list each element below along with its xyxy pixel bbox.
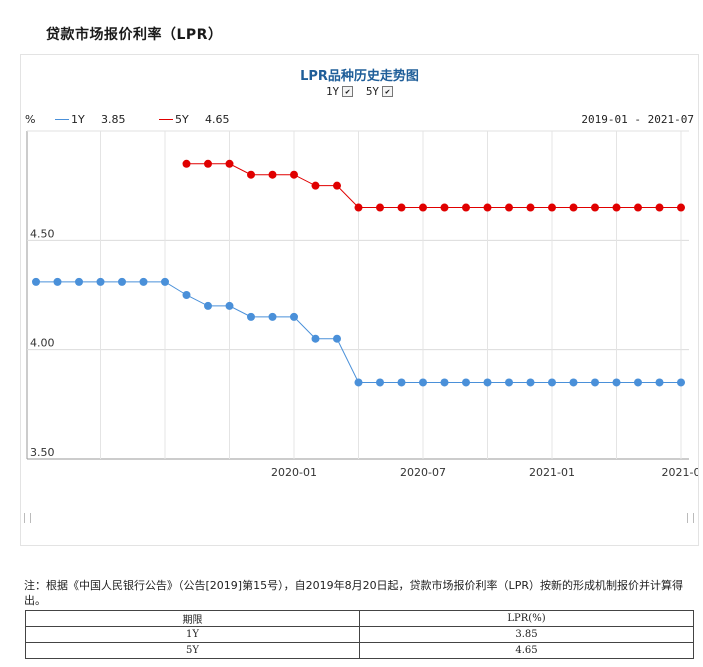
data-point-1y	[397, 378, 406, 387]
data-point-5y	[225, 159, 234, 168]
table-header-term: 期限	[25, 610, 360, 627]
legend-swatch-5y	[159, 119, 173, 120]
legend-unit: %	[25, 113, 36, 126]
table-cell-term: 1Y	[25, 626, 360, 643]
data-point-5y	[548, 203, 556, 212]
data-point-1y	[612, 378, 621, 387]
data-point-1y	[677, 378, 685, 387]
data-point-1y	[440, 378, 449, 387]
data-point-1y	[655, 378, 664, 387]
data-point-5y	[204, 159, 212, 168]
table-cell-rate: 3.85	[359, 626, 694, 643]
lpr-table: 期限 LPR(%) 1Y 3.85 5Y 4.65	[25, 610, 694, 659]
data-point-1y	[75, 277, 83, 286]
data-point-1y	[53, 277, 62, 286]
data-point-5y	[612, 203, 621, 212]
data-point-1y	[161, 277, 169, 286]
toggle-1y-checkbox[interactable]: ✔	[342, 86, 354, 97]
toggle-1y-label: 1Y	[325, 84, 340, 98]
series-toggles: 1Y ✔ 5Y ✔	[21, 84, 698, 98]
chart-panel: LPR品种历史走势图 1Y ✔ 5Y ✔ % 1Y 3.85 5Y 4.65 201…	[20, 54, 699, 546]
data-point-1y	[182, 291, 191, 299]
chart-title: LPR品种历史走势图	[300, 69, 419, 84]
legend-name-1y: 1Y	[71, 113, 85, 126]
data-point-1y	[548, 378, 556, 387]
table-row: 5Y 4.65	[25, 642, 694, 659]
data-point-5y	[290, 170, 298, 179]
chart-legend: % 1Y 3.85 5Y 4.65	[25, 113, 693, 127]
data-point-5y	[505, 203, 513, 212]
data-point-1y	[268, 312, 277, 321]
x-tick-label: 2020-01	[271, 466, 317, 479]
legend-swatch-1y	[55, 119, 69, 120]
data-point-1y	[32, 277, 40, 286]
footnote: 注：根据《中国人民银行公告》（公告[2019]第15号），自2019年8月20日…	[24, 579, 683, 607]
data-point-5y	[247, 170, 255, 179]
range-slider-left-handle[interactable]	[24, 513, 31, 523]
y-tick-label: 4.50	[30, 227, 55, 240]
y-tick-label: 3.50	[30, 446, 55, 459]
table-header-row: 期限 LPR(%)	[25, 610, 694, 627]
data-point-1y	[569, 378, 578, 387]
data-point-1y	[204, 301, 212, 310]
lpr-line-chart: 4.50 4.00 3.50 2020-01 2020-07 2021-01 2021-0	[26, 130, 698, 479]
data-point-5y	[419, 203, 427, 212]
toggle-5y[interactable]: 5Y ✔	[365, 84, 394, 98]
data-point-5y	[483, 203, 492, 212]
data-point-5y	[354, 203, 363, 212]
grid-layer	[26, 130, 689, 460]
data-point-5y	[526, 203, 535, 212]
legend-name-5y: 5Y	[175, 113, 189, 126]
data-point-1y	[96, 277, 105, 286]
table-cell-term: 5Y	[25, 642, 360, 659]
data-point-5y	[677, 203, 685, 212]
data-point-5y	[376, 203, 384, 212]
data-point-5y	[182, 159, 191, 168]
data-point-1y	[225, 301, 234, 310]
series-points	[32, 159, 685, 387]
data-point-1y	[333, 334, 341, 343]
data-point-1y	[311, 334, 320, 343]
date-range: 2019-01 - 2021-07	[581, 113, 694, 126]
data-point-1y	[462, 378, 470, 387]
series-line-5y	[186, 163, 681, 209]
data-point-5y	[569, 203, 578, 212]
table-row: 1Y 3.85	[25, 626, 694, 643]
data-point-5y	[397, 203, 406, 212]
x-tick-label: 2021-01	[529, 466, 575, 479]
data-point-5y	[591, 203, 599, 212]
table-cell-rate: 4.65	[359, 642, 694, 659]
data-point-1y	[526, 378, 535, 387]
data-point-1y	[376, 378, 384, 387]
x-tick-label: 2021-0	[662, 466, 698, 479]
data-point-5y	[333, 181, 341, 190]
data-point-1y	[591, 378, 599, 387]
data-point-5y	[440, 203, 449, 212]
legend-value-5y: 4.65	[205, 113, 230, 126]
page-title: 贷款市场报价利率（LPR）	[46, 27, 223, 43]
data-point-5y	[462, 203, 470, 212]
data-point-5y	[311, 181, 320, 190]
x-tick-label: 2020-07	[400, 466, 446, 479]
data-point-1y	[139, 277, 148, 286]
data-point-1y	[247, 312, 255, 321]
legend-value-1y: 3.85	[101, 113, 126, 126]
toggle-1y[interactable]: 1Y ✔	[325, 84, 354, 98]
y-tick-label: 4.00	[30, 337, 55, 350]
data-point-1y	[483, 378, 492, 387]
toggle-5y-label: 5Y	[365, 84, 380, 98]
data-point-5y	[268, 170, 277, 179]
data-point-5y	[634, 203, 642, 212]
data-point-1y	[634, 378, 642, 387]
table-header-rate: LPR(%)	[359, 610, 694, 627]
data-point-1y	[505, 378, 513, 387]
data-point-1y	[118, 277, 126, 286]
toggle-5y-checkbox[interactable]: ✔	[382, 86, 394, 97]
data-point-1y	[354, 378, 363, 387]
data-point-1y	[419, 378, 427, 387]
tick-labels: 4.50 4.00 3.50 2020-01 2020-07 2021-01 2021-0	[30, 227, 698, 479]
data-point-1y	[290, 312, 298, 321]
data-point-5y	[655, 203, 664, 212]
range-slider-right-handle[interactable]	[687, 513, 694, 523]
